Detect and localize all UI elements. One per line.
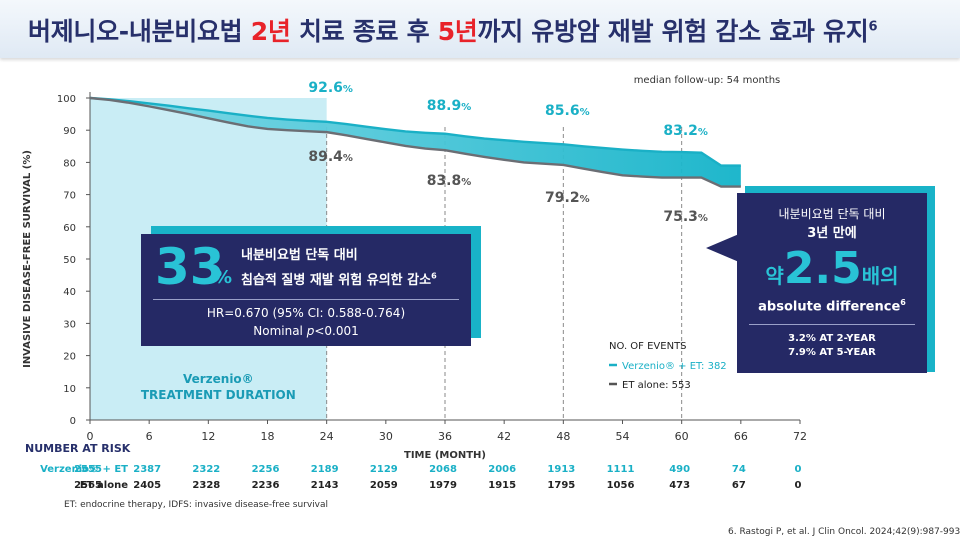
risk-cell: 2236 — [252, 480, 280, 491]
callout-2-year: 3.2% AT 2-YEAR — [788, 333, 876, 344]
x-tick-label: 60 — [675, 430, 689, 443]
x-tick-label: 6 — [146, 430, 153, 443]
risk-cell: 2143 — [311, 480, 339, 491]
et-alone-curve — [89, 96, 741, 188]
median-follow-up-note: median follow-up: 54 months — [634, 75, 781, 86]
risk-cell: 1111 — [607, 464, 635, 475]
difference-callout: 내분비요법 단독 대비 3년 만에 약2.5배의 absolute differ… — [737, 193, 927, 373]
risk-cell: 0 — [795, 464, 802, 475]
callout-5-year: 7.9% AT 5-YEAR — [788, 347, 876, 358]
annotation-et-alone: 89.4% — [308, 149, 353, 165]
y-tick-label: 60 — [63, 223, 76, 234]
annotation-et-alone: 79.2% — [545, 190, 590, 206]
risk-cell: 2068 — [429, 464, 457, 475]
y-tick-label: 80 — [63, 158, 76, 169]
risk-row-label-et: ET alone — [80, 480, 128, 491]
annotation-verzenio-et: 92.6% — [308, 80, 353, 96]
treatment-label-line1: Verzenio® — [183, 372, 254, 386]
y-tick-label: 40 — [63, 287, 76, 298]
x-tick-label: 54 — [616, 430, 630, 443]
risk-cell: 2387 — [133, 464, 161, 475]
hr-box-big-value: 33 — [155, 238, 225, 296]
nominal-p-value: Nominal p<0.001 — [253, 324, 359, 338]
legend-item-verzenio: Verzenio® + ET: 382 — [622, 361, 727, 372]
risk-cell: 1795 — [547, 480, 575, 491]
x-tick-label: 72 — [793, 430, 807, 443]
risk-cell: 2006 — [488, 464, 516, 475]
callout-line1: 내분비요법 단독 대비 — [778, 207, 886, 221]
legend-item-et: ET alone: 553 — [622, 380, 691, 391]
x-tick-label: 48 — [556, 430, 570, 443]
x-tick-label: 30 — [379, 430, 393, 443]
events-legend-title: NO. OF EVENTS — [609, 341, 687, 352]
annotation-et-alone: 83.8% — [427, 173, 472, 189]
x-tick-label: 0 — [87, 430, 94, 443]
hr-value: HR=0.670 (95% CI: 0.588-0.764) — [206, 306, 406, 320]
callout-line2: 3년 만에 — [807, 226, 857, 241]
x-tick-label: 12 — [201, 430, 215, 443]
callout-absolute-difference: absolute difference6 — [758, 298, 906, 315]
y-tick-label: 50 — [63, 255, 76, 266]
x-axis-label: TIME (MONTH) — [404, 450, 486, 461]
risk-cell: 2405 — [133, 480, 161, 491]
risk-cell: 2189 — [311, 464, 339, 475]
y-tick-label: 70 — [63, 191, 76, 202]
y-axis-label: INVASIVE DISEASE-FREE SURVIVAL (%) — [22, 150, 33, 368]
hr-box-line2: 침습적 질병 재발 위험 유의한 감소6 — [241, 271, 437, 288]
risk-cell: 2565 — [74, 480, 102, 491]
risk-cell: 2256 — [252, 464, 280, 475]
y-tick-label: 90 — [63, 126, 76, 137]
callout-tail — [706, 234, 739, 262]
risk-cell: 2322 — [192, 464, 220, 475]
x-tick-label: 24 — [320, 430, 334, 443]
x-tick-label: 36 — [438, 430, 452, 443]
risk-cell: 1979 — [429, 480, 457, 491]
y-tick-label: 20 — [63, 352, 76, 363]
title-bar: 버제니오-내분비요법 2년 치료 종료 후 5년까지 유방암 재발 위험 감소 … — [0, 0, 960, 58]
annotation-verzenio-et: 85.6% — [545, 103, 590, 119]
y-tick-label: 100 — [57, 94, 76, 105]
hr-box-divider — [153, 299, 459, 300]
risk-row-label-verzenio: Verzenio® + ET — [40, 464, 128, 475]
risk-cell: 0 — [795, 480, 802, 491]
risk-cell: 1056 — [607, 480, 635, 491]
y-tick-label: 30 — [63, 319, 76, 330]
risk-cell: 67 — [732, 480, 746, 491]
survival-gap-area — [90, 98, 741, 187]
risk-cell: 1913 — [547, 464, 575, 475]
risk-cell: 2328 — [192, 480, 220, 491]
x-tick-label: 18 — [261, 430, 275, 443]
verzenio-et-curve — [89, 96, 741, 167]
risk-table-title: NUMBER AT RISK — [25, 442, 131, 455]
footnote: ET: endocrine therapy, IDFS: invasive di… — [64, 500, 329, 510]
x-tick-label: 42 — [497, 430, 511, 443]
y-tick-label: 10 — [63, 384, 76, 395]
treatment-label-line2: TREATMENT DURATION — [141, 388, 296, 402]
page-title: 버제니오-내분비요법 2년 치료 종료 후 5년까지 유방암 재발 위험 감소 … — [28, 17, 878, 46]
risk-cell: 1915 — [488, 480, 516, 491]
risk-cell: 490 — [669, 464, 690, 475]
risk-cell: 2555 — [74, 464, 102, 475]
callout-big-value: 약2.5배의 — [765, 243, 899, 294]
annotation-et-alone: 75.3% — [663, 209, 708, 225]
y-tick-label: 0 — [70, 416, 76, 427]
hr-box-line1: 내분비요법 단독 대비 — [241, 248, 358, 263]
reference: 6. Rastogi P, et al. J Clin Oncol. 2024;… — [728, 527, 960, 537]
annotation-verzenio-et: 83.2% — [663, 123, 708, 139]
risk-cell: 2129 — [370, 464, 398, 475]
x-tick-label: 66 — [734, 430, 748, 443]
risk-cell: 74 — [732, 464, 746, 475]
risk-cell: 473 — [669, 480, 690, 491]
annotation-verzenio-et: 88.9% — [427, 98, 472, 114]
risk-cell: 2059 — [370, 480, 398, 491]
hr-box-percent: % — [214, 267, 233, 288]
hr-box: 33 % 내분비요법 단독 대비 침습적 질병 재발 위험 유의한 감소6 HR… — [141, 234, 471, 346]
callout-divider — [749, 324, 915, 325]
